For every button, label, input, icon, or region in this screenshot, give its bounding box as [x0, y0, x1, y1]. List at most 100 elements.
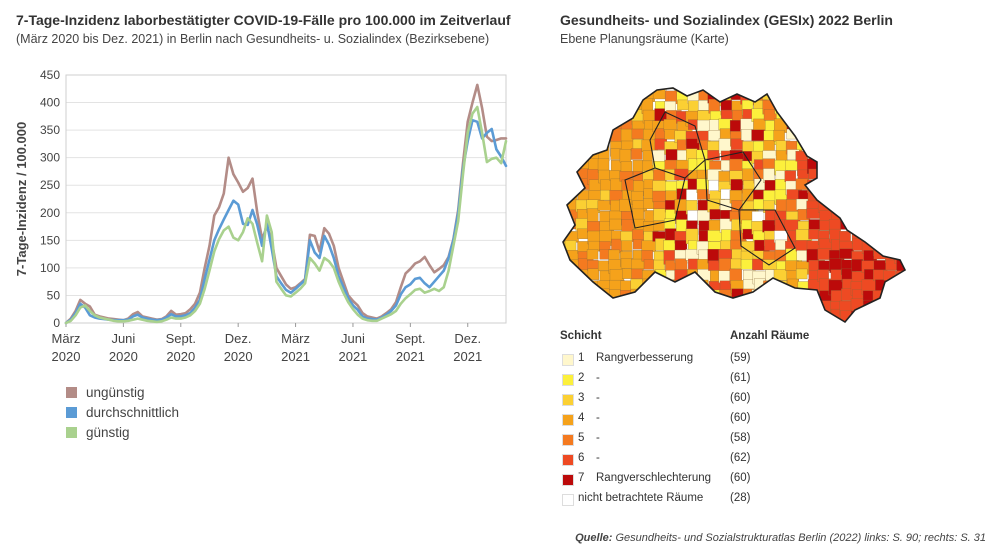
planning-area-cell	[609, 321, 623, 322]
planning-area-cell	[598, 299, 613, 310]
planning-area-cell	[641, 240, 656, 252]
source-label: Quelle:	[575, 532, 613, 544]
planning-area-cell	[587, 208, 599, 222]
planning-area-cell	[609, 88, 624, 92]
planning-area-cell	[884, 200, 901, 211]
planning-area-cell	[806, 310, 823, 322]
planning-area-cell	[786, 109, 802, 124]
planning-area-cell	[686, 88, 699, 94]
map-legend-row: 2 - (61)	[560, 370, 860, 390]
legend-num: 4	[578, 412, 585, 424]
planning-area-cell	[567, 110, 583, 123]
map-legend-row: 1 Rangverbesserung (59)	[560, 350, 860, 370]
x-tick-label: Dez.	[454, 331, 481, 346]
planning-area-cell	[575, 280, 593, 294]
map-legend-row: 4 - (60)	[560, 410, 860, 430]
legend-swatch	[562, 394, 574, 406]
planning-area-cell	[610, 109, 622, 123]
planning-area-cell	[674, 88, 691, 91]
series-line-2	[64, 105, 508, 325]
legend-label: nicht betrachtete Räume	[578, 492, 704, 504]
planning-area-cell	[808, 139, 821, 152]
planning-area-cell	[786, 290, 800, 302]
planning-area-cell	[873, 230, 890, 241]
map-legend-row: 7 Rangverschlechterung (60)	[560, 470, 860, 490]
planning-area-cell	[875, 300, 889, 312]
planning-area-cell	[863, 111, 875, 127]
planning-area-cell	[841, 211, 858, 226]
planning-area-cell	[872, 219, 886, 232]
planning-area-cell	[817, 90, 830, 102]
planning-area-cell	[906, 109, 915, 120]
planning-area-cell	[784, 88, 801, 104]
planning-area-cell	[742, 299, 757, 313]
map-legend-header: Schicht Anzahl Räume	[560, 330, 860, 350]
planning-area-cell	[828, 149, 843, 162]
planning-area-cell	[742, 88, 754, 92]
planning-area-cell	[852, 191, 867, 202]
planning-area-cell	[564, 89, 576, 103]
legend-swatch	[66, 386, 77, 398]
planning-area-cell	[829, 111, 844, 124]
planning-area-cell	[907, 179, 915, 193]
planning-area-cell	[664, 159, 678, 171]
planning-area-cell	[852, 100, 869, 117]
planning-area-cell	[831, 88, 844, 93]
planning-area-cell	[895, 179, 905, 196]
planning-area-cell	[622, 89, 638, 104]
planning-area-cell	[839, 159, 853, 176]
planning-area-cell	[884, 89, 899, 103]
planning-area-cell	[698, 88, 711, 91]
planning-area-cell	[906, 200, 915, 215]
planning-area-cell	[652, 180, 666, 192]
x-tick-label: Sept.	[395, 331, 425, 346]
planning-area-cell	[663, 300, 677, 313]
legend-count: (60)	[730, 392, 751, 404]
planning-area-cell	[842, 99, 857, 114]
x-tick-label: Sept.	[166, 331, 196, 346]
planning-area-cell	[852, 90, 867, 102]
planning-area-cell	[894, 290, 905, 302]
planning-area-cell	[875, 210, 892, 221]
planning-area-cell	[883, 129, 898, 144]
planning-area-cell	[863, 140, 880, 152]
planning-area-cell	[908, 231, 915, 244]
planning-area-cell	[853, 119, 868, 134]
planning-area-cell	[873, 110, 887, 127]
planning-area-cell	[740, 259, 755, 270]
planning-area-cell	[862, 168, 876, 181]
legend-swatch	[562, 434, 574, 446]
legend-count: (61)	[730, 372, 751, 384]
planning-area-cell	[565, 278, 579, 292]
planning-area-cell	[563, 89, 567, 105]
planning-area-cell	[563, 88, 569, 90]
planning-area-cell	[674, 168, 690, 181]
planning-area-cell	[862, 230, 875, 242]
planning-area-cell	[852, 151, 864, 163]
planning-area-cell	[795, 88, 813, 95]
planning-area-cell	[597, 319, 610, 322]
planning-area-cell	[586, 129, 600, 144]
planning-area-cell	[599, 110, 615, 122]
planning-area-cell	[840, 88, 856, 96]
planning-area-cell	[807, 119, 821, 130]
map-legend-row: 5 - (58)	[560, 430, 860, 450]
planning-area-cell	[883, 119, 900, 130]
planning-area-cell	[872, 188, 889, 200]
planning-area-cell	[587, 300, 600, 312]
planning-area-cell	[809, 88, 824, 94]
legend-count: (28)	[730, 492, 751, 504]
x-tick-label: März	[281, 331, 310, 346]
planning-area-cell	[885, 99, 902, 115]
planning-area-cell	[795, 289, 809, 304]
planning-area-cell	[697, 300, 713, 311]
planning-area-cell	[599, 309, 614, 322]
planning-area-cell	[873, 260, 888, 271]
planning-area-cell	[696, 288, 711, 300]
legend-swatch	[562, 354, 574, 366]
planning-area-cell	[563, 199, 568, 212]
planning-area-cell	[655, 310, 669, 322]
legend-item-unguenstig: ungünstig	[66, 382, 179, 402]
legend-swatch	[562, 454, 574, 466]
planning-area-cell	[819, 129, 832, 144]
